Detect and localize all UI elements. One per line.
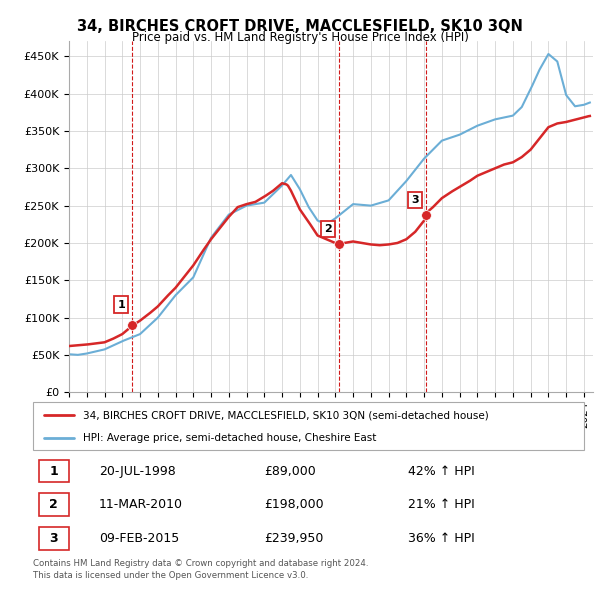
- FancyBboxPatch shape: [38, 460, 69, 483]
- Text: 34, BIRCHES CROFT DRIVE, MACCLESFIELD, SK10 3QN (semi-detached house): 34, BIRCHES CROFT DRIVE, MACCLESFIELD, S…: [83, 410, 488, 420]
- Text: 20-JUL-1998: 20-JUL-1998: [99, 464, 176, 478]
- Text: 2: 2: [49, 497, 58, 511]
- Text: 1: 1: [49, 464, 58, 478]
- FancyBboxPatch shape: [38, 493, 69, 516]
- Text: 1: 1: [118, 300, 125, 310]
- Text: 42% ↑ HPI: 42% ↑ HPI: [407, 464, 474, 478]
- FancyBboxPatch shape: [38, 527, 69, 550]
- Text: 11-MAR-2010: 11-MAR-2010: [99, 497, 183, 511]
- Text: 2: 2: [324, 224, 332, 234]
- Text: £198,000: £198,000: [265, 497, 324, 511]
- Text: Price paid vs. HM Land Registry's House Price Index (HPI): Price paid vs. HM Land Registry's House …: [131, 31, 469, 44]
- Text: 36% ↑ HPI: 36% ↑ HPI: [407, 532, 474, 545]
- Text: 3: 3: [49, 532, 58, 545]
- Text: 21% ↑ HPI: 21% ↑ HPI: [407, 497, 474, 511]
- Text: 34, BIRCHES CROFT DRIVE, MACCLESFIELD, SK10 3QN: 34, BIRCHES CROFT DRIVE, MACCLESFIELD, S…: [77, 19, 523, 34]
- FancyBboxPatch shape: [33, 402, 584, 450]
- Text: £89,000: £89,000: [265, 464, 316, 478]
- Text: £239,950: £239,950: [265, 532, 324, 545]
- Text: 09-FEB-2015: 09-FEB-2015: [99, 532, 179, 545]
- Text: 3: 3: [412, 195, 419, 205]
- Text: HPI: Average price, semi-detached house, Cheshire East: HPI: Average price, semi-detached house,…: [83, 432, 376, 442]
- Text: Contains HM Land Registry data © Crown copyright and database right 2024.: Contains HM Land Registry data © Crown c…: [33, 559, 368, 568]
- Text: This data is licensed under the Open Government Licence v3.0.: This data is licensed under the Open Gov…: [33, 571, 308, 580]
